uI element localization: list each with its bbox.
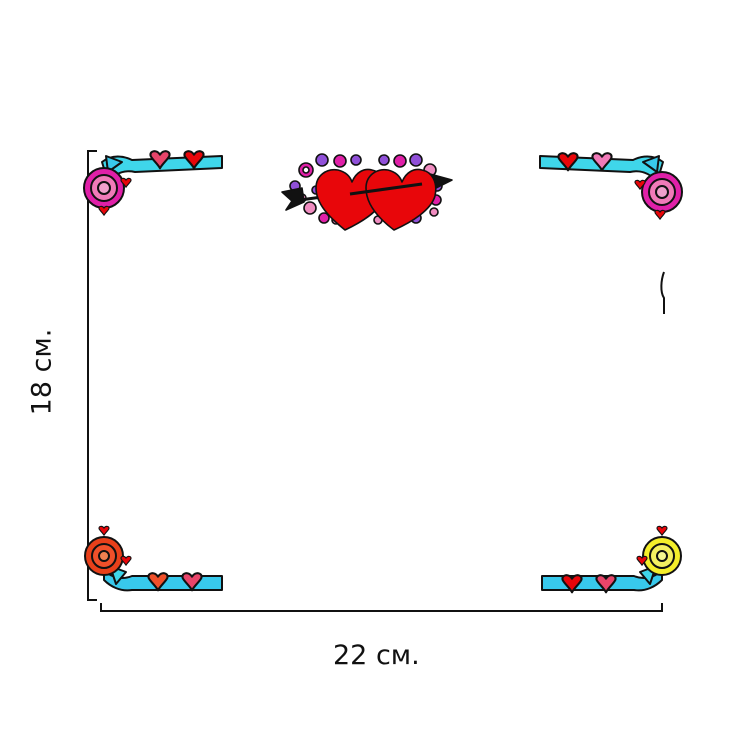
pink-rosette-top-right	[641, 171, 683, 213]
yellow-rosette-bottom-right	[642, 536, 682, 576]
height-dimension-label: 18 см.	[26, 328, 58, 416]
two-hearts-arrow-with-flowers	[281, 153, 453, 231]
card-area	[100, 150, 665, 605]
height-bracket	[87, 150, 97, 601]
width-bracket	[100, 603, 663, 612]
bottom-left-ribbon-corner	[84, 525, 223, 592]
orange-rosette-bottom-left	[84, 536, 124, 576]
top-right-ribbon-corner	[539, 152, 683, 220]
pink-rosette-top-left	[83, 167, 125, 209]
bottom-right-ribbon-corner	[541, 525, 682, 594]
top-left-ribbon-corner	[83, 150, 223, 216]
width-dimension-label: 22 см.	[333, 640, 420, 671]
right-edge-ornament	[660, 271, 665, 314]
